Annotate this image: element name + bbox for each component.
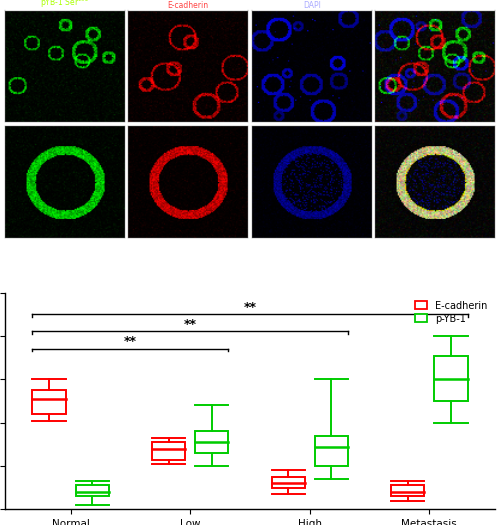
Bar xyxy=(195,432,228,453)
Title: pYB-1 Ser$^{102}$: pYB-1 Ser$^{102}$ xyxy=(40,0,90,10)
Title: E-cadherin: E-cadherin xyxy=(168,1,209,10)
Legend: E-cadherin, p-YB-1: E-cadherin, p-YB-1 xyxy=(412,298,490,327)
Bar xyxy=(314,436,348,466)
Bar xyxy=(272,477,305,488)
Title: DAPI: DAPI xyxy=(303,1,320,10)
Bar xyxy=(391,486,424,496)
Bar xyxy=(76,486,109,496)
Bar xyxy=(32,390,66,414)
Title: Merge: Merge xyxy=(423,1,447,10)
Text: **: ** xyxy=(124,335,137,349)
Text: **: ** xyxy=(184,318,196,331)
Y-axis label: Low Grade: Low Grade xyxy=(0,44,1,89)
Y-axis label: High Grade: High Grade xyxy=(0,158,1,206)
Text: **: ** xyxy=(244,301,256,314)
Bar xyxy=(152,442,186,459)
Bar xyxy=(434,356,468,401)
